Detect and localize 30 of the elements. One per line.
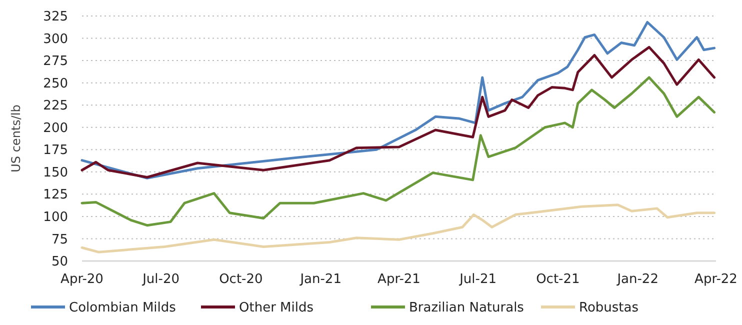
x-tick-label: Apr-22 bbox=[694, 272, 738, 287]
legend-label: Robustas bbox=[579, 300, 639, 316]
x-tick-label: Jan-22 bbox=[616, 272, 658, 287]
x-tick-label: Apr-21 bbox=[378, 272, 420, 287]
y-tick-label: 150 bbox=[43, 165, 68, 180]
line-series bbox=[80, 204, 716, 254]
x-tick-label: Oct-20 bbox=[219, 272, 263, 287]
y-tick-label: 200 bbox=[43, 120, 68, 136]
x-tick-label: Jul-21 bbox=[458, 272, 496, 287]
y-tick-label: 75 bbox=[51, 232, 68, 248]
line-series bbox=[80, 76, 716, 227]
y-tick-label: 175 bbox=[43, 143, 68, 158]
line-series bbox=[80, 46, 716, 179]
legend-label: Colombian Milds bbox=[69, 300, 176, 316]
y-tick-label: 125 bbox=[43, 188, 68, 203]
y-tick-label: 275 bbox=[43, 54, 68, 70]
x-tick-label: Apr-20 bbox=[60, 272, 104, 287]
y-tick-label: 100 bbox=[43, 210, 68, 226]
y-tick-label: 300 bbox=[43, 32, 68, 47]
x-tick-label: Oct-21 bbox=[536, 272, 580, 287]
x-tick-label: Jul-20 bbox=[142, 272, 180, 287]
y-tick-label: 225 bbox=[43, 98, 68, 114]
y-axis-title: US cents/lb bbox=[9, 104, 23, 172]
line-series bbox=[80, 20, 716, 180]
y-tick-label: 50 bbox=[51, 254, 68, 270]
y-tick-label: 325 bbox=[43, 10, 68, 25]
x-tick-label: Jan-21 bbox=[299, 272, 342, 287]
legend-label: Brazilian Naturals bbox=[409, 300, 524, 316]
legend-label: Other Milds bbox=[239, 300, 314, 316]
y-tick-label: 250 bbox=[43, 76, 68, 92]
